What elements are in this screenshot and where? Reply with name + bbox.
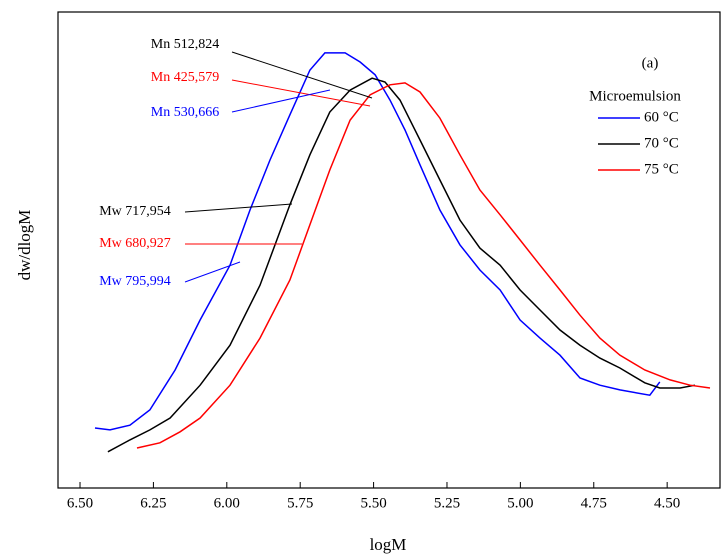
annotation: Mw 680,927: [99, 236, 171, 251]
annotation: Mw 717,954: [99, 204, 171, 219]
y-axis-label: dw/dlogM: [15, 210, 34, 281]
x-tick-label: 5.75: [287, 495, 313, 511]
series-line: [136, 82, 711, 449]
annotation-leader: [184, 261, 241, 283]
annotation: Mn 425,579: [151, 70, 219, 85]
x-tick-label: 5.00: [507, 495, 533, 511]
x-tick-label: 6.50: [67, 495, 93, 511]
legend-title: Microemulsion: [589, 88, 681, 104]
x-tick-label: 4.50: [654, 495, 680, 511]
annotation: Mw 795,994: [99, 274, 171, 289]
series-line: [94, 52, 661, 431]
annotation-leader: [231, 79, 371, 107]
legend-label: 75 °C: [644, 161, 679, 177]
annotation: Mn 512,824: [151, 37, 219, 52]
x-tick-label: 4.75: [581, 495, 607, 511]
annotation-leader: [231, 51, 373, 99]
annotation-leader: [184, 203, 293, 213]
annotation: Mn 530,666: [151, 105, 219, 120]
series-line: [107, 77, 696, 453]
legend-label: 60 °C: [644, 109, 679, 125]
x-tick-label: 5.50: [360, 495, 386, 511]
plot-frame: [57, 11, 721, 489]
annotation-leader: [231, 89, 331, 113]
x-tick-label: 5.25: [434, 495, 460, 511]
panel-label: (a): [642, 55, 659, 71]
x-tick-label: 6.00: [214, 495, 240, 511]
x-tick-label: 6.25: [140, 495, 166, 511]
legend-label: 70 °C: [644, 135, 679, 151]
x-axis-label: logM: [370, 535, 407, 554]
